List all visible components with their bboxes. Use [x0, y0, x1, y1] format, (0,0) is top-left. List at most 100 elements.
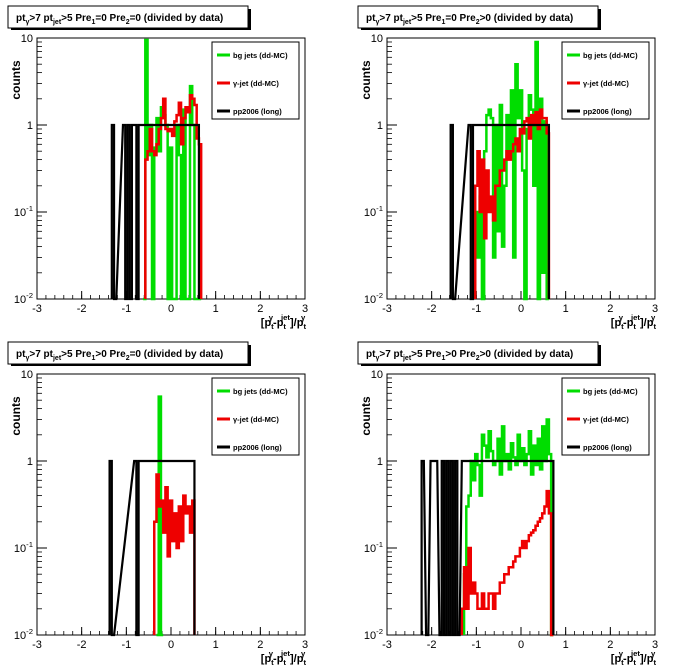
- title-shadow-bottom: [11, 364, 251, 366]
- y-tick-label: 10-1: [364, 540, 383, 555]
- x-tick-label: -2: [77, 303, 87, 315]
- series--jet-dd-mc-: [473, 108, 551, 299]
- chart-title-text: ptγ>7 ptjet>5 Pre1=0 Pre2=0 (divided by …: [16, 13, 223, 26]
- chart-panel-1: ptγ>7 ptjet>5 Pre1=0 Pre2=0 (divided by …: [7, 5, 308, 331]
- legend: bg jets (dd-MC) γ-jet (dd-MC) pp2006 (long…: [561, 377, 650, 456]
- chart-panel-2: ptγ>7 ptjet>5 Pre1=0 Pre2>0 (divided by …: [357, 5, 658, 331]
- x-tick-label: -1: [121, 303, 131, 315]
- x-tick-label: 3: [302, 639, 308, 651]
- x-axis-label: [ptγ-ptjet]/ptγ: [611, 313, 657, 331]
- title-shadow-bottom: [361, 364, 601, 366]
- x-tick-label: 3: [302, 303, 308, 315]
- x-tick-label: -3: [382, 303, 392, 315]
- y-tick-label: 10: [21, 369, 33, 381]
- y-tick-label: 10-2: [364, 291, 383, 306]
- x-tick-label: 3: [652, 303, 658, 315]
- y-tick-label: 10-2: [364, 627, 383, 642]
- title-shadow: [248, 9, 251, 30]
- legend: bg jets (dd-MC) γ-jet (dd-MC) pp2006 (long…: [211, 41, 300, 120]
- x-tick-label: 0: [518, 303, 524, 315]
- y-tick-label: 1: [377, 456, 383, 468]
- legend: bg jets (dd-MC) γ-jet (dd-MC) pp2006 (long…: [211, 377, 300, 456]
- y-axis-label: counts: [9, 396, 23, 436]
- title-shadow: [248, 345, 251, 366]
- x-axis-label: [ptγ-ptjet]/ptγ: [261, 313, 307, 331]
- x-tick-label: 0: [168, 303, 174, 315]
- series--jet-dd-mc-: [144, 93, 203, 299]
- chart-title-text: ptγ>7 ptjet>5 Pre1>0 Pre2=0 (divided by …: [16, 349, 223, 362]
- legend-label: γ-jet (dd-MC): [583, 415, 629, 424]
- series-bg-jets-dd-mc-: [462, 418, 554, 637]
- x-axis-label: [ptγ-ptjet]/ptγ: [261, 649, 307, 667]
- x-tick-label: 1: [213, 639, 219, 651]
- y-tick-label: 1: [27, 120, 33, 132]
- series-bg-jets-dd-mc-: [156, 395, 164, 637]
- x-tick-label: -3: [32, 303, 42, 315]
- series-bg-jets-dd-mc-: [473, 40, 549, 301]
- legend-label: pp2006 (long): [583, 443, 632, 452]
- series--jet-dd-mc-: [153, 473, 196, 635]
- legend-label: pp2006 (long): [233, 107, 282, 116]
- x-tick-label: -1: [471, 639, 481, 651]
- x-tick-label: -2: [427, 639, 437, 651]
- x-tick-label: 1: [563, 639, 569, 651]
- legend-label: bg jets (dd-MC): [233, 387, 288, 396]
- y-tick-label: 10: [371, 369, 383, 381]
- y-tick-label: 10-1: [14, 204, 33, 219]
- x-tick-label: -1: [121, 639, 131, 651]
- y-axis-label: counts: [9, 60, 23, 100]
- x-axis-label: [ptγ-ptjet]/ptγ: [611, 649, 657, 667]
- legend-label: bg jets (dd-MC): [583, 387, 638, 396]
- title-shadow: [598, 345, 601, 366]
- series-pp2006-long-: [449, 123, 551, 301]
- x-tick-label: 0: [168, 639, 174, 651]
- chart-panel-3: ptγ>7 ptjet>5 Pre1>0 Pre2=0 (divided by …: [7, 341, 308, 667]
- series-bg-jets-dd-mc-: [143, 38, 202, 301]
- legend-label: γ-jet (dd-MC): [583, 79, 629, 88]
- title-shadow-bottom: [11, 28, 251, 30]
- legend-label: bg jets (dd-MC): [583, 51, 638, 60]
- series--jet-dd-mc-: [460, 489, 554, 637]
- x-tick-label: 3: [652, 639, 658, 651]
- legend-label: γ-jet (dd-MC): [233, 415, 279, 424]
- title-shadow-bottom: [361, 28, 601, 30]
- chart-title: ptγ>7 ptjet>5 Pre1=0 Pre2>0 (divided by …: [357, 5, 601, 30]
- series-pp2006-long-: [420, 459, 555, 637]
- y-tick-label: 10: [21, 33, 33, 45]
- chart-title: ptγ>7 ptjet>5 Pre1>0 Pre2>0 (divided by …: [357, 341, 601, 366]
- legend-label: γ-jet (dd-MC): [233, 79, 279, 88]
- x-tick-label: -1: [471, 303, 481, 315]
- legend: bg jets (dd-MC) γ-jet (dd-MC) pp2006 (long…: [561, 41, 650, 120]
- x-tick-label: -2: [427, 303, 437, 315]
- x-tick-label: 2: [607, 639, 613, 651]
- y-tick-label: 10-1: [364, 204, 383, 219]
- chart-title-text: ptγ>7 ptjet>5 Pre1>0 Pre2>0 (divided by …: [366, 349, 573, 362]
- series-pp2006-long-: [108, 459, 196, 637]
- series-pp2006-long-: [110, 123, 201, 301]
- y-axis-label: counts: [359, 396, 373, 436]
- x-tick-label: 2: [607, 303, 613, 315]
- x-tick-label: 0: [518, 639, 524, 651]
- y-tick-label: 1: [27, 456, 33, 468]
- legend-label: pp2006 (long): [233, 443, 282, 452]
- x-tick-label: 1: [563, 303, 569, 315]
- chart-panel-4: ptγ>7 ptjet>5 Pre1>0 Pre2>0 (divided by …: [357, 341, 658, 667]
- legend-label: pp2006 (long): [583, 107, 632, 116]
- chart-title: ptγ>7 ptjet>5 Pre1>0 Pre2=0 (divided by …: [7, 341, 251, 366]
- x-tick-label: 2: [257, 639, 263, 651]
- y-tick-label: 10: [371, 33, 383, 45]
- y-tick-label: 10-2: [14, 291, 33, 306]
- y-tick-label: 1: [377, 120, 383, 132]
- y-tick-label: 10-1: [14, 540, 33, 555]
- legend-label: bg jets (dd-MC): [233, 51, 288, 60]
- chart-title: ptγ>7 ptjet>5 Pre1=0 Pre2=0 (divided by …: [7, 5, 251, 30]
- x-tick-label: -3: [382, 639, 392, 651]
- x-tick-label: -2: [77, 639, 87, 651]
- title-shadow: [598, 9, 601, 30]
- x-tick-label: -3: [32, 639, 42, 651]
- y-axis-label: counts: [359, 60, 373, 100]
- x-tick-label: 2: [257, 303, 263, 315]
- chart-title-text: ptγ>7 ptjet>5 Pre1=0 Pre2>0 (divided by …: [366, 13, 573, 26]
- x-tick-label: 1: [213, 303, 219, 315]
